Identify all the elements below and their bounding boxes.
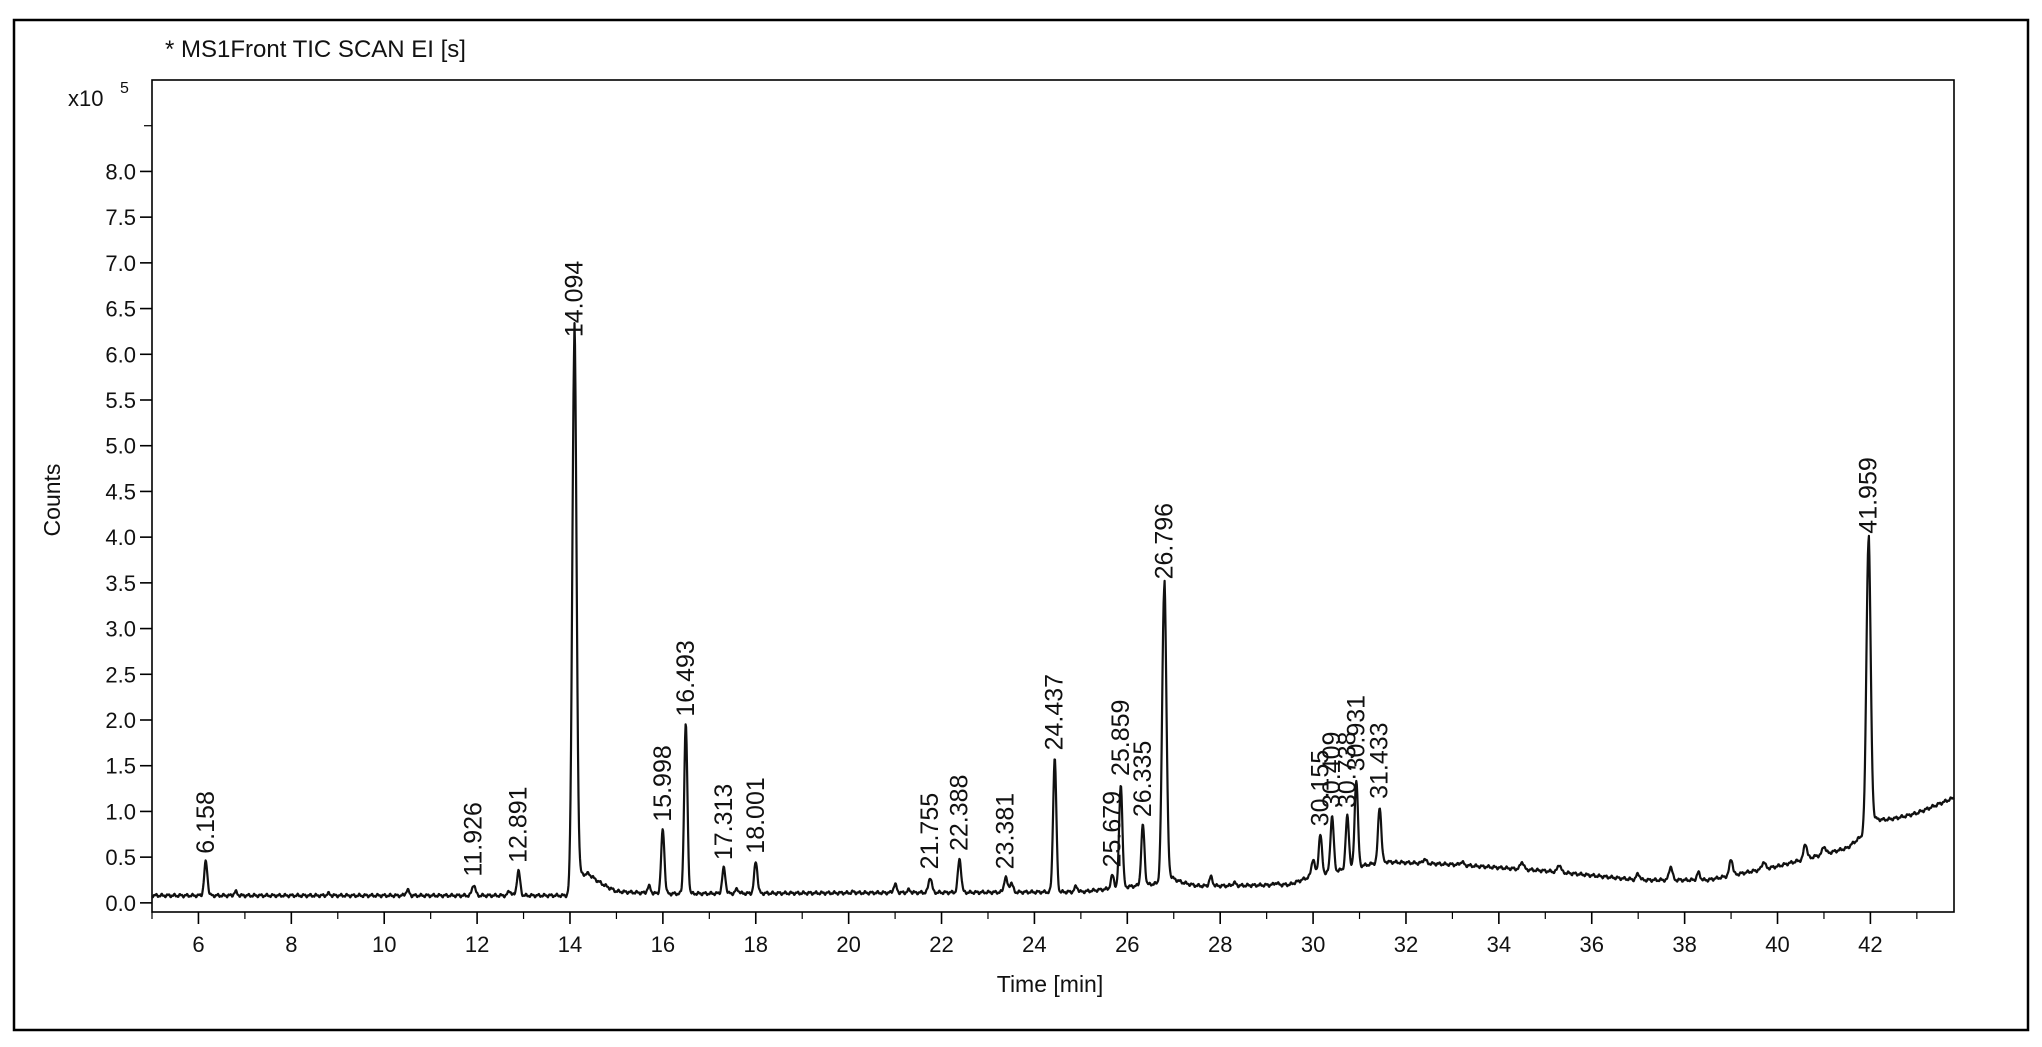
x-tick-label: 18 xyxy=(744,932,768,957)
y-tick-label: 5.0 xyxy=(105,434,136,459)
x-tick-label: 16 xyxy=(651,932,675,957)
peak-label: 26.796 xyxy=(1150,503,1178,579)
peak-label: 22.388 xyxy=(946,775,974,851)
x-tick-label: 40 xyxy=(1765,932,1789,957)
y-tick-label: 0.0 xyxy=(105,891,136,916)
peak-label: 30.409 xyxy=(1318,732,1346,808)
x-tick-label: 10 xyxy=(372,932,396,957)
tic-trace xyxy=(151,322,1955,899)
peak-label: 25.679 xyxy=(1098,791,1126,867)
y-tick-label: 1.5 xyxy=(105,754,136,779)
y-multiplier-exponent: 5 xyxy=(120,80,129,97)
x-tick-label: 20 xyxy=(836,932,860,957)
peak-labels: 6.158 11.926 12.891 14.094 15.998 16.493 17.31… xyxy=(192,261,1883,877)
peak-label: 26.335 xyxy=(1129,741,1157,817)
peak-label: 30.738 xyxy=(1333,732,1361,808)
x-tick-label: 30 xyxy=(1301,932,1325,957)
peak-label: 24.437 xyxy=(1041,674,1069,750)
y-tick-label: 7.5 xyxy=(105,205,136,230)
chart-title: * MS1Front TIC SCAN EI [s] xyxy=(165,36,466,63)
y-tick-label: 2.5 xyxy=(105,662,136,687)
peak-label: 12.891 xyxy=(504,786,532,862)
y-tick-label: 3.0 xyxy=(105,617,136,642)
y-tick-label: 0.5 xyxy=(105,845,136,870)
y-tick-label: 6.0 xyxy=(105,342,136,367)
x-axis: 6 8 10 12 14 16 18 20 22 24 26 28 30 32 34 36 38 40 42 xyxy=(151,912,1918,957)
x-tick-label: 8 xyxy=(285,932,297,957)
peak-label: 25.859 xyxy=(1107,700,1135,776)
peak-label: 21.755 xyxy=(916,793,944,869)
outer-frame xyxy=(12,18,2030,1032)
y-tick-label: 3.5 xyxy=(105,571,136,596)
y-tick-label: 4.0 xyxy=(105,525,136,550)
x-tick-label: 34 xyxy=(1487,932,1511,957)
y-tick-label: 2.0 xyxy=(105,708,136,733)
x-axis-title: Time [min] xyxy=(997,971,1104,997)
x-tick-label: 6 xyxy=(192,932,204,957)
peak-label: 23.381 xyxy=(992,793,1020,869)
peak-label: 41.959 xyxy=(1855,457,1883,533)
plot-area xyxy=(151,79,1955,913)
peak-label: 30.931 xyxy=(1342,695,1370,771)
x-tick-label: 38 xyxy=(1672,932,1696,957)
y-axis-title: Counts xyxy=(39,464,65,537)
y-multiplier: x10 xyxy=(68,86,103,111)
y-tick-label: 8.0 xyxy=(105,159,136,184)
x-tick-label: 12 xyxy=(465,932,489,957)
peak-label: 16.493 xyxy=(672,640,700,716)
x-tick-label: 32 xyxy=(1394,932,1418,957)
peak-label: 14.094 xyxy=(560,261,588,338)
x-tick-label: 14 xyxy=(558,932,582,957)
y-tick-label: 4.5 xyxy=(105,479,136,504)
peak-label: 31.433 xyxy=(1366,722,1394,798)
x-tick-label: 22 xyxy=(929,932,953,957)
x-tick-label: 36 xyxy=(1580,932,1604,957)
peak-label: 11.926 xyxy=(460,802,488,877)
peak-label: 15.998 xyxy=(649,745,677,821)
y-tick-label: 5.5 xyxy=(105,388,136,413)
peak-label: 17.313 xyxy=(710,784,738,860)
x-tick-label: 42 xyxy=(1858,932,1882,957)
y-tick-label: 6.5 xyxy=(105,297,136,322)
y-tick-label: 1.0 xyxy=(105,799,136,824)
peak-label: 6.158 xyxy=(192,791,220,854)
x-tick-label: 24 xyxy=(1022,932,1046,957)
y-tick-label: 7.0 xyxy=(105,251,136,276)
x-tick-label: 28 xyxy=(1208,932,1232,957)
peak-label: 30.155 xyxy=(1306,750,1334,826)
peak-label: 18.001 xyxy=(742,777,770,853)
x-tick-label: 26 xyxy=(1115,932,1139,957)
y-axis: 0.0 0.5 1.0 1.5 2.0 2.5 3.0 3.5 4.0 4.5 5.0 5.5 6.0 6… xyxy=(105,125,152,916)
